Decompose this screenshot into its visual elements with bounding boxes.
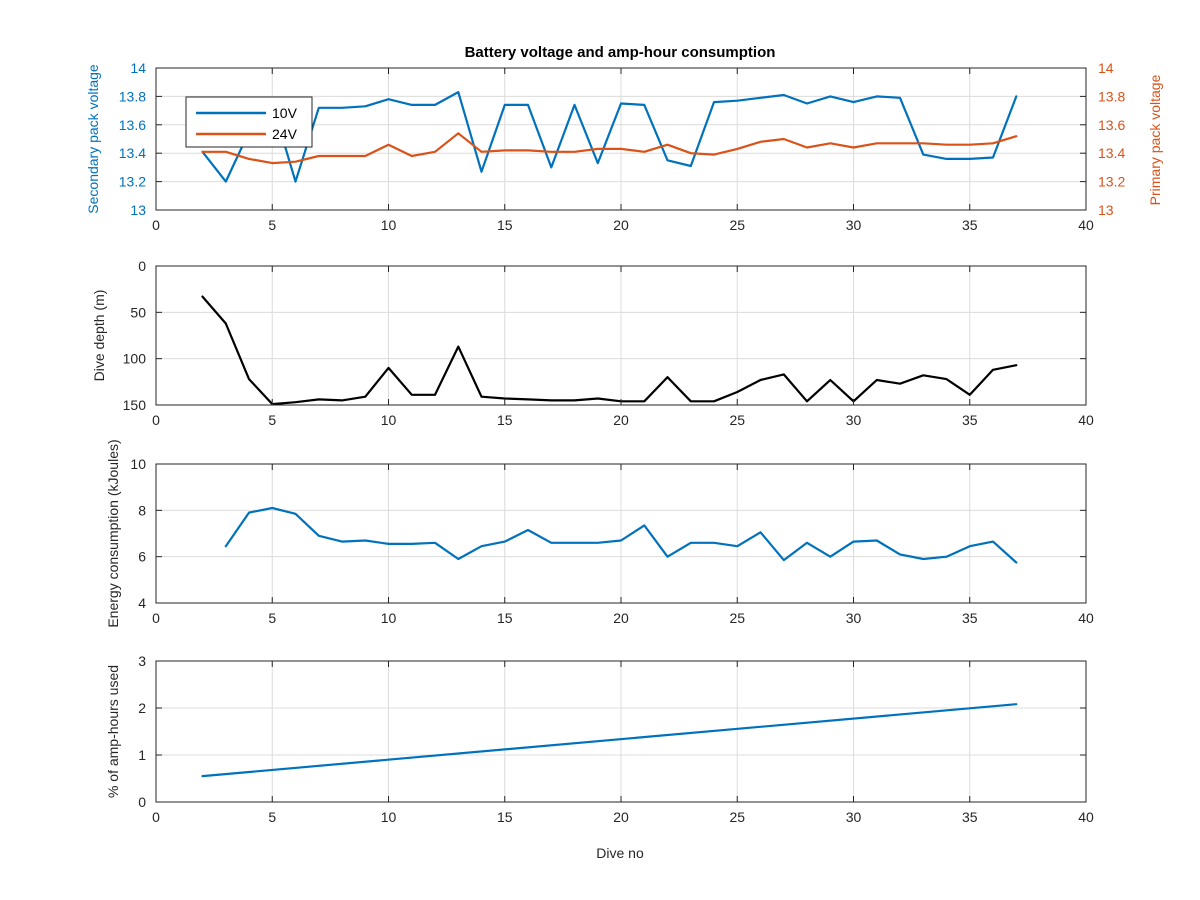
x-tick-label: 25: [729, 217, 745, 233]
x-tick-label: 5: [268, 412, 276, 428]
x-tick-label: 20: [613, 217, 629, 233]
series-line-1: [201, 295, 1018, 406]
x-tick-label: 35: [962, 217, 978, 233]
y-tick-label: 4: [138, 595, 146, 611]
x-tick-label: 20: [613, 412, 629, 428]
y-tick-label-right: 14: [1098, 60, 1114, 76]
x-tick-label: 35: [962, 412, 978, 428]
legend-label: 10V: [272, 105, 298, 121]
x-tick-label: 0: [152, 610, 160, 626]
y-axis-label: % of amp-hours used: [105, 665, 121, 798]
figure-title: Battery voltage and amp-hour consumption: [465, 44, 776, 61]
y-tick-label-right: 13.6: [1098, 117, 1125, 133]
subplot-3: 0 5 10 15 20 25 30 35 40 4 6 8 10 Energy consumption …: [105, 439, 1094, 627]
x-tick-label: 5: [268, 610, 276, 626]
x-tick-label: 15: [497, 809, 513, 825]
x-tick-label: 40: [1078, 610, 1094, 626]
subplots: 0 5 10 15 20 25 30 35 401313.213.413.613.8141313…: [85, 60, 1163, 825]
x-tick-label: 35: [962, 809, 978, 825]
x-tick-label: 35: [962, 610, 978, 626]
y-tick-label: 150: [123, 397, 147, 413]
y-tick-label: 10: [130, 456, 146, 472]
x-tick-label: 10: [381, 412, 397, 428]
x-tick-label: 25: [729, 412, 745, 428]
y-tick-label: 13.4: [119, 145, 146, 161]
series-line-24v: [201, 132, 1018, 165]
x-tick-label: 10: [381, 217, 397, 233]
x-tick-label: 25: [729, 809, 745, 825]
y-tick-label-right: 13: [1098, 202, 1114, 218]
y-axis-label: Secondary pack voltage: [85, 64, 101, 214]
x-tick-label: 30: [846, 610, 862, 626]
x-tick-label: 30: [846, 217, 862, 233]
series-line-1: [201, 703, 1018, 778]
subplot-1: 0 5 10 15 20 25 30 35 401313.213.413.613.8141313…: [85, 60, 1163, 233]
y-tick-label: 13.2: [119, 174, 146, 190]
x-tick-label: 30: [846, 412, 862, 428]
x-tick-label: 20: [613, 809, 629, 825]
y-axis-label-right: Primary pack voltage: [1147, 74, 1163, 205]
x-tick-label: 30: [846, 809, 862, 825]
x-tick-label: 40: [1078, 217, 1094, 233]
y-axis-label: Energy consumption (kJoules): [105, 439, 121, 627]
y-tick-label: 6: [138, 549, 146, 565]
series-line-1: [224, 506, 1018, 564]
x-tick-label: 10: [381, 610, 397, 626]
legend-label: 24V: [272, 126, 298, 142]
x-tick-label: 5: [268, 809, 276, 825]
y-tick-label: 13.6: [119, 117, 146, 133]
x-tick-label: 10: [381, 809, 397, 825]
y-tick-label: 14: [130, 60, 146, 76]
x-tick-label: 5: [268, 217, 276, 233]
y-tick-label: 3: [138, 653, 146, 669]
x-tick-label: 40: [1078, 809, 1094, 825]
y-axis-label: Dive depth (m): [91, 290, 107, 382]
x-tick-label: 0: [152, 809, 160, 825]
series-line-10v: [201, 90, 1018, 183]
y-tick-label: 8: [138, 502, 146, 518]
y-tick-label-right: 13.2: [1098, 174, 1125, 190]
y-tick-label-right: 13.4: [1098, 145, 1125, 161]
y-tick-label: 100: [123, 351, 147, 367]
y-tick-label-right: 13.8: [1098, 88, 1125, 104]
y-tick-label: 0: [138, 258, 146, 274]
x-tick-label: 15: [497, 412, 513, 428]
y-tick-label: 50: [130, 304, 146, 320]
subplot-2: 0 5 10 15 20 25 30 35 40 0 50 100 150 Dive depth (m): [91, 258, 1094, 428]
x-tick-label: 0: [152, 217, 160, 233]
y-tick-label: 2: [138, 700, 146, 716]
y-tick-label: 1: [138, 747, 146, 763]
y-tick-label: 13: [130, 202, 146, 218]
subplot-4: 0 5 10 15 20 25 30 35 40 0 1 2 3 % of amp-hours used: [105, 653, 1094, 825]
x-tick-label: 15: [497, 610, 513, 626]
x-axis-label: Dive no: [596, 845, 644, 861]
x-tick-label: 20: [613, 610, 629, 626]
x-tick-label: 40: [1078, 412, 1094, 428]
x-tick-label: 0: [152, 412, 160, 428]
x-tick-label: 25: [729, 610, 745, 626]
legend-box: [185, 96, 313, 148]
y-tick-label: 13.8: [119, 88, 146, 104]
y-tick-label: 0: [138, 794, 146, 810]
x-tick-label: 15: [497, 217, 513, 233]
